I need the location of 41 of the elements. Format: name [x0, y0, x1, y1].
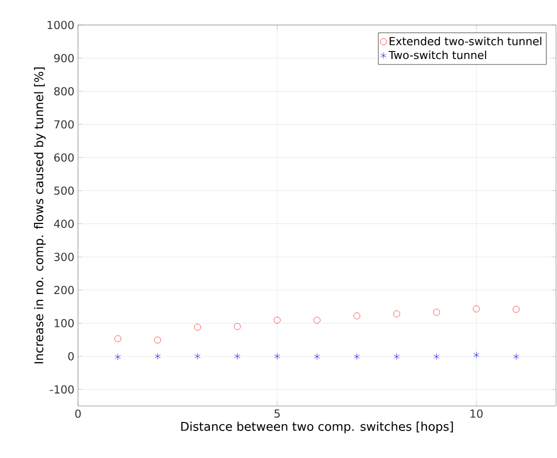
- legend-label: Extended two-switch tunnel: [390, 36, 542, 46]
- y-tick-label: 900: [54, 54, 74, 62]
- point: [114, 335, 122, 342]
- x-tick-label: 10: [470, 410, 483, 418]
- y-tick-label: 400: [54, 220, 74, 228]
- point: [314, 316, 320, 324]
- point: [473, 352, 480, 358]
- point: [433, 308, 440, 316]
- point: [353, 312, 360, 320]
- point: [194, 324, 201, 331]
- point: [154, 336, 162, 344]
- y-tick-label: 500: [54, 186, 74, 195]
- y-axis-title: Increase in no. comp. flows caused by tunnel [%]: [34, 68, 46, 364]
- point: [513, 353, 520, 360]
- y-tick-label: 200: [54, 286, 74, 294]
- y-tick-label: 0: [68, 352, 74, 360]
- point: [234, 352, 240, 360]
- legend-label: Two-switch tunnel: [388, 50, 486, 60]
- point: [314, 353, 320, 360]
- point: [512, 306, 520, 313]
- point: [274, 352, 280, 360]
- point: [114, 354, 121, 360]
- point: [274, 316, 281, 324]
- point: [434, 353, 440, 360]
- y-tick-label: 800: [54, 87, 74, 96]
- y-tick-label: 100: [54, 319, 74, 328]
- point: [154, 352, 161, 360]
- y-tick-label: 700: [54, 120, 74, 129]
- point: [354, 353, 360, 360]
- point: [472, 306, 480, 312]
- x-axis-title: Distance between two comp. switches [hops]: [181, 422, 453, 434]
- point: [194, 352, 200, 360]
- point: [393, 310, 400, 318]
- y-tick-label: 300: [54, 252, 74, 262]
- x-tick-label: 0: [75, 410, 81, 418]
- y-tick-label: 1000: [48, 20, 74, 30]
- x-tick-label: 5: [274, 410, 280, 418]
- point: [394, 353, 400, 360]
- y-tick-label: 600: [54, 153, 74, 162]
- point: [234, 323, 241, 330]
- y-tick-label: -100: [50, 385, 74, 394]
